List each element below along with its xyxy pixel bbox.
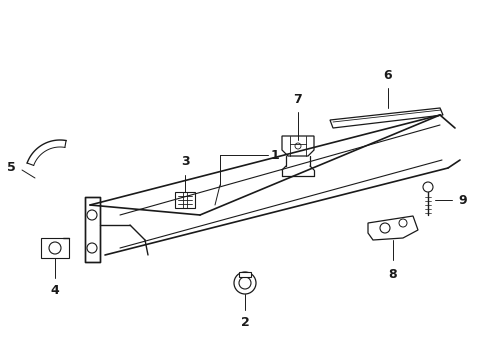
Text: 8: 8 — [388, 268, 397, 281]
Circle shape — [49, 242, 61, 254]
Text: 2: 2 — [240, 316, 249, 329]
Text: 3: 3 — [181, 155, 189, 168]
Circle shape — [398, 219, 406, 227]
Polygon shape — [367, 216, 417, 240]
Polygon shape — [282, 136, 313, 156]
Circle shape — [87, 210, 97, 220]
Text: 7: 7 — [293, 93, 302, 106]
Text: 6: 6 — [383, 69, 391, 82]
Circle shape — [379, 223, 389, 233]
Circle shape — [87, 243, 97, 253]
Polygon shape — [329, 108, 442, 128]
Text: 4: 4 — [51, 284, 59, 297]
Text: 1: 1 — [270, 149, 279, 162]
Polygon shape — [239, 272, 250, 277]
Polygon shape — [41, 238, 69, 258]
Polygon shape — [175, 192, 195, 208]
Text: 9: 9 — [457, 194, 466, 207]
Circle shape — [234, 272, 256, 294]
Text: 5: 5 — [7, 161, 16, 174]
Polygon shape — [85, 197, 100, 262]
Circle shape — [422, 182, 432, 192]
